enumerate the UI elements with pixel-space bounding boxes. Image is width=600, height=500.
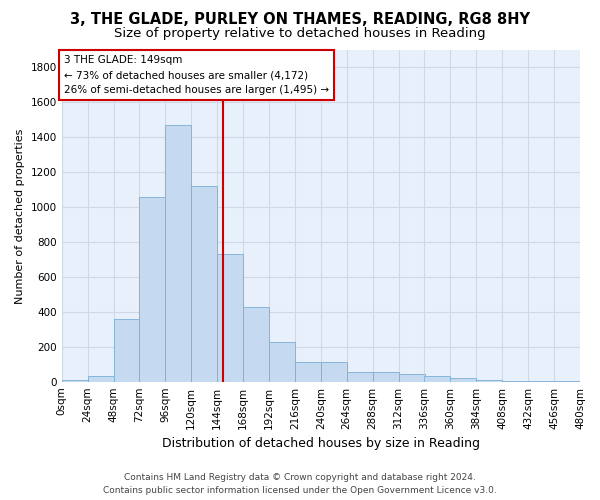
Text: Contains HM Land Registry data © Crown copyright and database right 2024.
Contai: Contains HM Land Registry data © Crown c… — [103, 474, 497, 495]
Bar — [217, 254, 243, 382]
Bar — [451, 378, 476, 382]
Bar — [62, 380, 88, 382]
X-axis label: Distribution of detached houses by size in Reading: Distribution of detached houses by size … — [162, 437, 480, 450]
Bar — [502, 381, 528, 382]
Bar — [373, 372, 398, 382]
Bar — [321, 362, 347, 382]
Bar — [191, 186, 217, 382]
Bar — [424, 376, 451, 382]
Bar — [528, 381, 554, 382]
Bar — [166, 125, 191, 382]
Y-axis label: Number of detached properties: Number of detached properties — [15, 128, 25, 304]
Bar — [139, 196, 166, 382]
Bar — [295, 362, 321, 382]
Bar — [476, 380, 502, 382]
Bar — [398, 374, 425, 382]
Bar — [113, 319, 139, 382]
Text: 3 THE GLADE: 149sqm
← 73% of detached houses are smaller (4,172)
26% of semi-det: 3 THE GLADE: 149sqm ← 73% of detached ho… — [64, 55, 329, 95]
Bar — [243, 306, 269, 382]
Text: 3, THE GLADE, PURLEY ON THAMES, READING, RG8 8HY: 3, THE GLADE, PURLEY ON THAMES, READING,… — [70, 12, 530, 28]
Bar — [347, 372, 373, 382]
Bar — [269, 342, 295, 382]
Bar — [88, 376, 113, 382]
Text: Size of property relative to detached houses in Reading: Size of property relative to detached ho… — [114, 28, 486, 40]
